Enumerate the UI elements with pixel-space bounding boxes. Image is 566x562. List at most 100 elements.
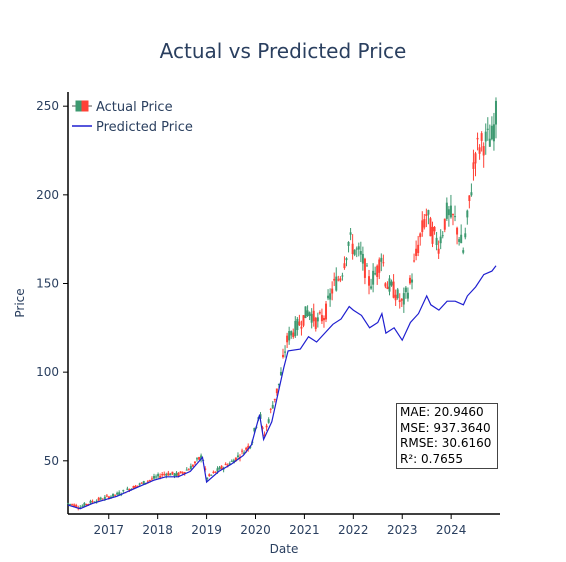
candle-body xyxy=(103,496,106,499)
candle-body xyxy=(433,227,436,232)
candle-body xyxy=(331,288,334,294)
candle-body xyxy=(404,287,407,293)
candle-body xyxy=(423,219,426,228)
candle-body xyxy=(386,286,389,290)
candle-body xyxy=(480,133,483,141)
candle-body xyxy=(361,253,364,264)
candle-body xyxy=(175,472,178,476)
candle-body xyxy=(413,260,416,262)
legend-item-actual[interactable]: Actual Price xyxy=(72,100,173,115)
candle-body xyxy=(142,481,145,485)
candle-body xyxy=(91,501,94,503)
candle-body xyxy=(191,465,194,467)
candle-body xyxy=(87,503,90,505)
metric-mse: MSE: 937.3640 xyxy=(400,420,491,435)
candle-body xyxy=(275,388,278,394)
candle-body xyxy=(411,279,414,283)
candle-body xyxy=(157,474,160,477)
candle-body xyxy=(339,278,342,281)
candle-body xyxy=(243,452,246,455)
candle-body xyxy=(380,257,383,262)
candle-body xyxy=(265,425,268,428)
candle-body xyxy=(458,239,461,242)
candle-body xyxy=(425,214,428,216)
candle-body xyxy=(261,427,264,430)
candle-body xyxy=(470,192,473,196)
candle-body xyxy=(132,486,135,489)
legend-item-predicted[interactable]: Predicted Price xyxy=(72,120,193,135)
candle-body xyxy=(449,205,452,218)
metrics-box: MAE: 20.9460 MSE: 937.3640 RMSE: 30.6160… xyxy=(396,403,498,469)
candle-body xyxy=(392,281,395,298)
candle-body xyxy=(71,504,74,506)
candle-body xyxy=(468,195,471,202)
candle-body xyxy=(212,471,215,473)
candle-body xyxy=(140,482,143,484)
candle-body xyxy=(177,472,180,477)
metric-rmse: RMSE: 30.6160 xyxy=(400,436,492,450)
candle-body xyxy=(314,317,317,329)
candle-body xyxy=(329,293,332,300)
y-tick-label: 50 xyxy=(44,454,59,468)
candle-body xyxy=(304,306,307,318)
candle-body xyxy=(189,465,192,470)
candle-body xyxy=(245,447,248,450)
candle-body xyxy=(292,332,295,337)
candle-body xyxy=(169,473,172,476)
candle-body xyxy=(388,278,391,292)
candle-body xyxy=(384,283,387,287)
candle-body xyxy=(343,263,346,269)
candle-body xyxy=(421,220,424,233)
candle-body xyxy=(347,241,350,246)
candle-body xyxy=(462,250,465,253)
candle-body xyxy=(357,246,360,250)
candle-body xyxy=(322,317,325,321)
candle-body xyxy=(153,476,156,479)
candle-body xyxy=(198,457,201,460)
y-axis-label: Price xyxy=(13,288,27,317)
candle-body xyxy=(173,473,176,477)
candle-body xyxy=(183,472,186,474)
x-axis-ticks: 2017 2018 2019 2020 2021 2022 2023 2024 xyxy=(93,514,466,537)
legend-actual-increasing-swatch xyxy=(75,100,83,112)
y-tick-label: 250 xyxy=(36,99,59,113)
candle-body xyxy=(253,427,256,432)
candle-body xyxy=(81,505,84,507)
candle-body xyxy=(89,500,92,504)
candle-body xyxy=(193,461,196,464)
candle-body xyxy=(417,244,420,253)
candle-body xyxy=(224,463,227,466)
x-axis-label: Date xyxy=(270,542,299,556)
legend-predicted-label: Predicted Price xyxy=(96,120,193,135)
candle-body xyxy=(136,485,139,487)
candle-body xyxy=(118,492,121,496)
candle-body xyxy=(208,474,211,477)
candle-body xyxy=(216,468,219,472)
candle-body xyxy=(318,312,321,314)
candle-body xyxy=(196,458,199,460)
candle-body xyxy=(69,503,72,505)
candle-body xyxy=(429,218,432,237)
candle-body xyxy=(279,371,282,376)
candle-body xyxy=(67,503,69,505)
candle-body xyxy=(351,243,354,255)
candle-body xyxy=(396,289,399,299)
candle-body xyxy=(454,216,457,218)
candle-body xyxy=(171,471,174,475)
candle-body xyxy=(460,234,463,244)
candle-body xyxy=(206,477,209,480)
candle-body xyxy=(378,259,381,273)
candle-body xyxy=(220,465,223,469)
candle-body xyxy=(482,146,485,156)
x-tick-label: 2023 xyxy=(387,523,418,537)
candle-body xyxy=(126,488,129,490)
candle-body xyxy=(97,497,100,501)
candle-body xyxy=(374,273,377,275)
candle-body xyxy=(210,474,213,476)
candle-body xyxy=(230,460,233,462)
candle-body xyxy=(116,492,119,495)
candle-body xyxy=(83,503,86,507)
candle-body xyxy=(128,489,131,491)
legend[interactable]: Actual Price Predicted Price xyxy=(72,100,193,135)
candle-body xyxy=(267,419,270,423)
